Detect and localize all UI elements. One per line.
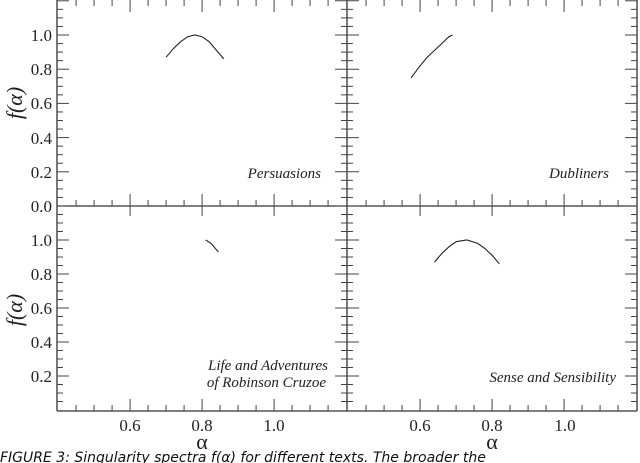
x-axis-title-left: α — [196, 429, 208, 454]
svg-text:1.0: 1.0 — [31, 26, 52, 45]
svg-text:1.0: 1.0 — [263, 416, 284, 435]
svg-text:0.2: 0.2 — [31, 367, 52, 386]
svg-text:0.8: 0.8 — [191, 416, 212, 435]
svg-text:0.4: 0.4 — [31, 129, 53, 148]
svg-text:0.0: 0.0 — [31, 197, 52, 216]
spectrum-curve-top-left — [165, 34, 225, 60]
panel-label-crusoe-line2: of Robinson Cruzoe — [207, 375, 327, 391]
y-axis-title-top: f(α) — [2, 87, 27, 119]
figure-caption: FIGURE 3: Singularity spectra f(α) for d… — [0, 450, 486, 463]
y-tick-labels-top: 1.0 0.8 0.6 0.4 0.2 0.0 — [31, 26, 53, 216]
data-curves — [165, 34, 500, 265]
svg-text:0.8: 0.8 — [31, 265, 52, 284]
svg-text:0.8: 0.8 — [481, 416, 502, 435]
axis-ticks — [57, 0, 637, 411]
panel-label-dubliners: Dubliners — [548, 166, 609, 182]
x-tick-labels-left: 0.6 0.8 1.0 — [119, 416, 284, 435]
svg-text:0.6: 0.6 — [31, 94, 52, 113]
panel-label-sense: Sense and Sensibility — [489, 370, 616, 386]
spectrum-curve-bottom-left — [205, 239, 219, 253]
svg-text:0.2: 0.2 — [31, 163, 52, 182]
x-tick-labels-right: 0.6 0.8 1.0 — [409, 416, 575, 435]
spectrum-curve-bottom-right — [434, 239, 500, 265]
spectrum-curve-top-right — [410, 34, 453, 79]
svg-text:0.4: 0.4 — [31, 333, 53, 352]
svg-text:0.8: 0.8 — [31, 60, 52, 79]
panel-label-persuasions: Persuasions — [247, 166, 322, 182]
svg-text:1.0: 1.0 — [31, 231, 52, 250]
y-axis-title-bottom: f(α) — [2, 294, 27, 326]
svg-text:0.6: 0.6 — [119, 416, 140, 435]
x-axis-title-right: α — [486, 429, 498, 454]
y-tick-labels-bottom: 1.0 0.8 0.6 0.4 0.2 — [31, 231, 53, 386]
panel-label-crusoe-line1: Life and Adventures — [207, 358, 328, 374]
svg-text:0.6: 0.6 — [31, 299, 52, 318]
svg-text:1.0: 1.0 — [554, 416, 575, 435]
svg-text:0.6: 0.6 — [409, 416, 430, 435]
